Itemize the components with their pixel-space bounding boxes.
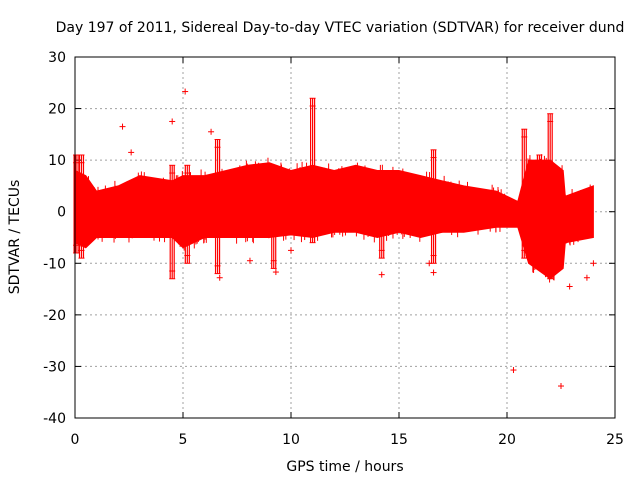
data-point xyxy=(128,149,135,156)
data-point xyxy=(246,257,253,264)
data-spike xyxy=(430,149,437,264)
data-point xyxy=(288,247,294,254)
y-tick-label: 10 xyxy=(48,153,66,169)
chart-title: Day 197 of 2011, Sidereal Day-to-day VTE… xyxy=(56,20,625,36)
data-point xyxy=(119,123,126,130)
data-point xyxy=(426,260,433,267)
y-tick-label: -30 xyxy=(43,359,66,375)
x-tick-label: 25 xyxy=(606,432,624,448)
data-spike xyxy=(521,128,528,259)
data-layer xyxy=(73,88,597,390)
y-tick-label: 0 xyxy=(57,205,66,221)
axes: 0 5 10 15 20 25 30 20 10 0 -10 -20 -30 -40 xyxy=(43,50,624,448)
y-tick-label: -20 xyxy=(43,308,66,324)
data-spike xyxy=(169,164,176,280)
data-point xyxy=(378,271,385,278)
x-tick-label: 20 xyxy=(498,432,516,448)
y-tick-label: -40 xyxy=(43,411,66,427)
y-axis-label: SDTVAR / TECUs xyxy=(7,180,23,295)
data-spike xyxy=(214,139,221,275)
x-tick-label: 0 xyxy=(71,432,80,448)
data-point xyxy=(558,383,564,390)
y-tick-label: -10 xyxy=(43,256,66,272)
data-point xyxy=(208,128,215,135)
data-spike xyxy=(378,190,385,259)
data-point xyxy=(272,269,279,276)
y-tick-label: 20 xyxy=(48,102,66,118)
x-tick-label: 15 xyxy=(390,432,408,448)
data-spike xyxy=(536,154,543,264)
data-spike xyxy=(78,154,85,259)
data-spike xyxy=(73,154,80,254)
data-spike xyxy=(184,164,191,264)
data-point xyxy=(590,260,597,267)
x-tick-label: 10 xyxy=(282,432,300,448)
data-point xyxy=(566,283,573,290)
data-point xyxy=(510,367,517,374)
x-tick-label: 5 xyxy=(179,432,188,448)
data-spike xyxy=(547,113,554,280)
y-tick-label: 30 xyxy=(48,50,66,66)
data-band xyxy=(74,159,594,280)
data-point xyxy=(182,88,189,95)
plot-frame xyxy=(74,56,616,419)
data-point xyxy=(169,118,176,125)
x-axis-label: GPS time / hours xyxy=(286,459,403,475)
data-point xyxy=(583,274,590,281)
data-spike xyxy=(309,97,316,244)
data-point xyxy=(430,269,437,276)
data-point xyxy=(216,274,223,281)
data-spike xyxy=(270,185,277,269)
